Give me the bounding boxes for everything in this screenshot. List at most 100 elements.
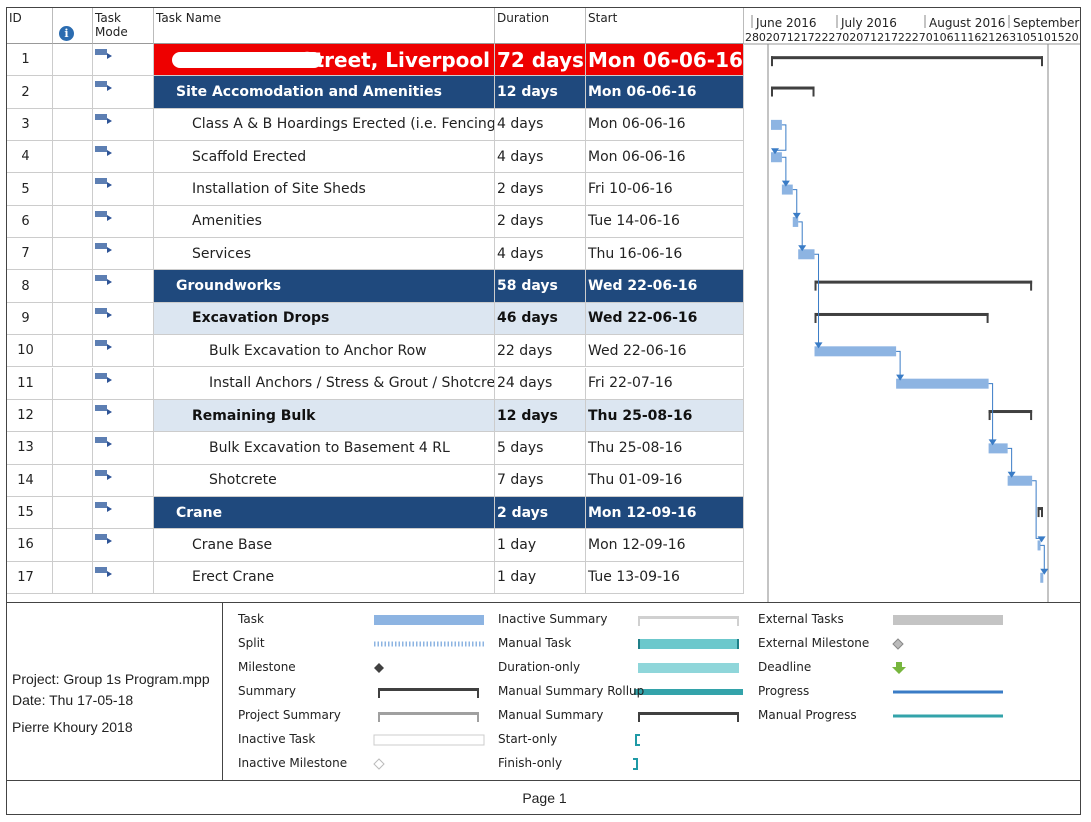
task-mode-cell[interactable] bbox=[93, 44, 154, 77]
task-start[interactable]: Wed 22-06-16 bbox=[586, 335, 744, 368]
task-duration[interactable]: 12 days bbox=[495, 76, 586, 109]
task-row[interactable]: 2 Site Accomodation and Amenities 12 days M… bbox=[7, 76, 744, 109]
column-header-duration[interactable]: Duration bbox=[495, 8, 586, 44]
task-duration[interactable]: 12 days bbox=[495, 399, 586, 433]
task-start[interactable]: Thu 25-08-16 bbox=[586, 399, 744, 433]
task-duration[interactable]: 5 days bbox=[495, 432, 586, 465]
task-duration[interactable]: 7 days bbox=[495, 464, 586, 497]
summary-bar-start-tick bbox=[771, 56, 773, 67]
task-duration[interactable]: 4 days bbox=[495, 141, 586, 174]
task-start[interactable]: Thu 01-09-16 bbox=[586, 464, 744, 497]
task-row[interactable]: 12 Remaining Bulk 12 days Thu 25-08-16 bbox=[7, 399, 744, 433]
task-mode-cell[interactable] bbox=[93, 270, 154, 303]
task-name[interactable]: Remaining Bulk bbox=[154, 399, 495, 433]
task-start[interactable]: Mon 12-09-16 bbox=[586, 529, 744, 562]
task-start[interactable]: Thu 25-08-16 bbox=[586, 432, 744, 465]
task-mode-cell[interactable] bbox=[93, 367, 154, 400]
task-mode-cell[interactable] bbox=[93, 561, 154, 594]
task-start[interactable]: Wed 22-06-16 bbox=[586, 270, 744, 303]
task-name[interactable]: Scaffold Erected bbox=[154, 141, 495, 174]
task-mode-cell[interactable] bbox=[93, 108, 154, 142]
task-duration[interactable]: 4 days bbox=[495, 108, 586, 142]
task-row[interactable]: 5 Installation of Site Sheds 2 days Fri 10-… bbox=[7, 173, 744, 206]
column-header-id[interactable]: ID bbox=[7, 8, 53, 44]
task-row[interactable]: 8 Groundworks 58 days Wed 22-06-16 bbox=[7, 270, 744, 303]
task-duration[interactable]: 2 days bbox=[495, 205, 586, 239]
timescale-day-label: 27 bbox=[828, 31, 842, 44]
task-name[interactable]: Erect Crane bbox=[154, 561, 495, 594]
task-row[interactable]: 1 Street, Liverpool 72 days Mon 06-06-16 bbox=[7, 44, 744, 77]
task-name[interactable]: Bulk Excavation to Basement 4 RL bbox=[154, 432, 495, 465]
task-duration[interactable]: 24 days bbox=[495, 367, 586, 400]
task-row[interactable]: 15 Crane 2 days Mon 12-09-16 bbox=[7, 496, 744, 530]
task-start[interactable]: Mon 12-09-16 bbox=[586, 496, 744, 530]
task-name[interactable]: Excavation Drops bbox=[154, 302, 495, 336]
task-start[interactable]: Wed 22-06-16 bbox=[586, 302, 744, 336]
task-name[interactable]: Shotcrete bbox=[154, 464, 495, 497]
task-name[interactable]: Site Accomodation and Amenities bbox=[154, 76, 495, 109]
task-duration[interactable]: 2 days bbox=[495, 173, 586, 206]
task-name[interactable]: Class A & B Hoardings Erected (i.e. Fenc… bbox=[154, 108, 495, 142]
task-row[interactable]: 11 Install Anchors / Stress & Grout / Sho… bbox=[7, 367, 744, 400]
task-name[interactable]: Services bbox=[154, 238, 495, 271]
task-row[interactable]: 10 Bulk Excavation to Anchor Row 22 days We… bbox=[7, 335, 744, 368]
column-header-indicators[interactable]: i bbox=[53, 8, 93, 44]
task-mode-cell[interactable] bbox=[93, 302, 154, 336]
legend-label: Finish-only bbox=[498, 756, 563, 770]
task-start[interactable]: Thu 16-06-16 bbox=[586, 238, 744, 271]
task-name[interactable]: Street, Liverpool bbox=[154, 44, 495, 77]
task-row[interactable]: 9 Excavation Drops 46 days Wed 22-06-16 bbox=[7, 302, 744, 336]
task-row[interactable]: 13 Bulk Excavation to Basement 4 RL 5 days… bbox=[7, 432, 744, 465]
task-duration[interactable]: 4 days bbox=[495, 238, 586, 271]
task-start[interactable]: Tue 13-09-16 bbox=[586, 561, 744, 594]
task-duration[interactable]: 58 days bbox=[495, 270, 586, 303]
task-row[interactable]: 17 Erect Crane 1 day Tue 13-09-16 bbox=[7, 561, 744, 594]
task-mode-cell[interactable] bbox=[93, 205, 154, 239]
task-duration[interactable]: 22 days bbox=[495, 335, 586, 368]
task-mode-cell[interactable] bbox=[93, 141, 154, 174]
task-row[interactable]: 14 Shotcrete 7 days Thu 01-09-16 bbox=[7, 464, 744, 497]
task-mode-cell[interactable] bbox=[93, 496, 154, 530]
dependency-arrow bbox=[1040, 568, 1049, 575]
task-mode-cell[interactable] bbox=[93, 238, 154, 271]
task-duration[interactable]: 72 days bbox=[495, 44, 586, 77]
task-start[interactable]: Mon 06-06-16 bbox=[586, 44, 744, 77]
dependency-arrow bbox=[814, 342, 823, 349]
task-duration[interactable]: 46 days bbox=[495, 302, 586, 336]
task-duration[interactable]: 1 day bbox=[495, 561, 586, 594]
column-header-start[interactable]: Start bbox=[586, 8, 744, 44]
task-name[interactable]: Installation of Site Sheds bbox=[154, 173, 495, 206]
task-mode-cell[interactable] bbox=[93, 464, 154, 497]
task-start[interactable]: Tue 14-06-16 bbox=[586, 205, 744, 239]
task-name[interactable]: Amenities bbox=[154, 205, 495, 239]
task-mode-cell[interactable] bbox=[93, 173, 154, 206]
task-start[interactable]: Mon 06-06-16 bbox=[586, 108, 744, 142]
dependency-arrow bbox=[1007, 471, 1016, 478]
task-name[interactable]: Crane bbox=[154, 496, 495, 530]
legend-inactive-summary-swatch bbox=[638, 616, 739, 619]
task-name[interactable]: Bulk Excavation to Anchor Row bbox=[154, 335, 495, 368]
task-mode-cell[interactable] bbox=[93, 335, 154, 368]
auto-schedule-icon bbox=[95, 566, 112, 577]
task-row[interactable]: 6 Amenities 2 days Tue 14-06-16 bbox=[7, 205, 744, 239]
task-name[interactable]: Install Anchors / Stress & Grout / Shotc… bbox=[154, 367, 495, 400]
task-start[interactable]: Mon 06-06-16 bbox=[586, 76, 744, 109]
timescale-day-label: 02 bbox=[842, 31, 856, 44]
task-duration[interactable]: 1 day bbox=[495, 529, 586, 562]
task-row[interactable]: 16 Crane Base 1 day Mon 12-09-16 bbox=[7, 529, 744, 562]
task-name[interactable]: Crane Base bbox=[154, 529, 495, 562]
task-mode-cell[interactable] bbox=[93, 399, 154, 433]
task-start[interactable]: Mon 06-06-16 bbox=[586, 141, 744, 174]
task-row[interactable]: 7 Services 4 days Thu 16-06-16 bbox=[7, 238, 744, 271]
task-mode-cell[interactable] bbox=[93, 432, 154, 465]
task-duration[interactable]: 2 days bbox=[495, 496, 586, 530]
task-start[interactable]: Fri 10-06-16 bbox=[586, 173, 744, 206]
task-mode-cell[interactable] bbox=[93, 529, 154, 562]
task-mode-cell[interactable] bbox=[93, 76, 154, 109]
task-name[interactable]: Groundworks bbox=[154, 270, 495, 303]
column-header-task-name[interactable]: Task Name bbox=[154, 8, 495, 44]
column-header-task-mode[interactable]: Task Mode bbox=[93, 8, 154, 44]
task-row[interactable]: 4 Scaffold Erected 4 days Mon 06-06-16 bbox=[7, 141, 744, 174]
task-start[interactable]: Fri 22-07-16 bbox=[586, 367, 744, 400]
task-row[interactable]: 3 Class A & B Hoardings Erected (i.e. Fen… bbox=[7, 108, 744, 142]
